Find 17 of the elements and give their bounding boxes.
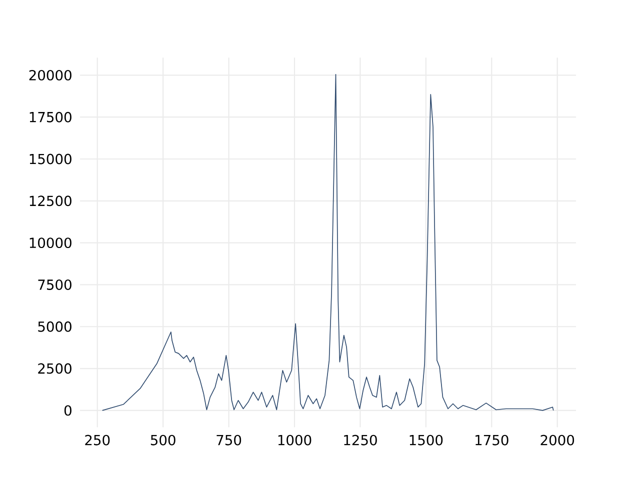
y-tick-label: 15000 xyxy=(30,154,72,164)
y-tick-label: 7500 xyxy=(38,279,72,290)
x-tick-label: 500 xyxy=(150,434,176,446)
x-tick-label: 750 xyxy=(216,434,242,446)
x-tick-label: 1500 xyxy=(410,434,443,446)
x-tick-label: 2000 xyxy=(540,434,574,446)
y-tick-label: 5000 xyxy=(38,321,72,332)
y-tick-label: 0 xyxy=(64,405,72,416)
y-tick-label: 20000 xyxy=(29,70,72,80)
x-tick-label: 250 xyxy=(85,434,110,446)
y-tick-label: 17500 xyxy=(30,112,72,122)
y-tick-label: 10000 xyxy=(30,238,72,248)
x-tick-label: 1000 xyxy=(278,434,312,446)
x-tick-label: 1250 xyxy=(344,434,377,446)
y-tick-label: 2500 xyxy=(38,363,72,374)
x-tick-label: 1750 xyxy=(476,434,508,446)
y-tick-label: 12500 xyxy=(30,196,72,206)
